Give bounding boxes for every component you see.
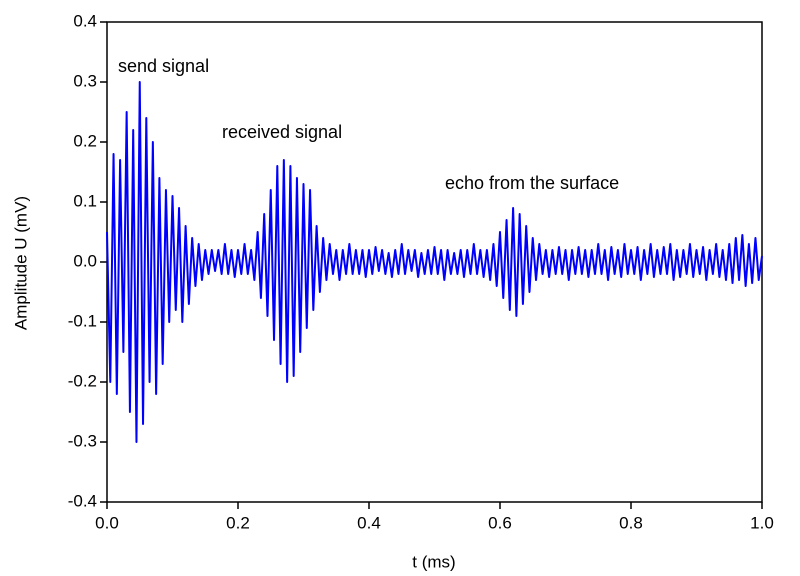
y-tick-label: 0.0 [73, 251, 97, 270]
y-tick-label: -0.4 [68, 491, 97, 510]
y-tick-label: -0.2 [68, 371, 97, 390]
y-tick-label: 0.3 [73, 71, 97, 90]
plot-frame [106, 21, 763, 503]
x-tick-label: 0.0 [95, 513, 119, 532]
y-tick-label: -0.1 [68, 311, 97, 330]
x-tick-label: 0.2 [226, 513, 250, 532]
y-tick-label: 0.2 [73, 131, 97, 150]
signal-line [106, 81, 763, 443]
x-tick-label: 1.0 [750, 513, 774, 532]
y-tick-label: -0.3 [68, 431, 97, 450]
annotation: echo from the surface [445, 173, 619, 193]
x-axis-title: t (ms) [412, 552, 455, 571]
x-tick-label: 0.8 [619, 513, 643, 532]
annotation: received signal [222, 122, 342, 142]
y-axis-title: Amplitude U (mV) [11, 196, 30, 330]
annotation: send signal [118, 56, 209, 76]
y-tick-label: 0.1 [73, 191, 97, 210]
x-tick-label: 0.6 [488, 513, 512, 532]
x-tick-label: 0.4 [357, 513, 381, 532]
y-tick-label: 0.4 [73, 11, 97, 30]
